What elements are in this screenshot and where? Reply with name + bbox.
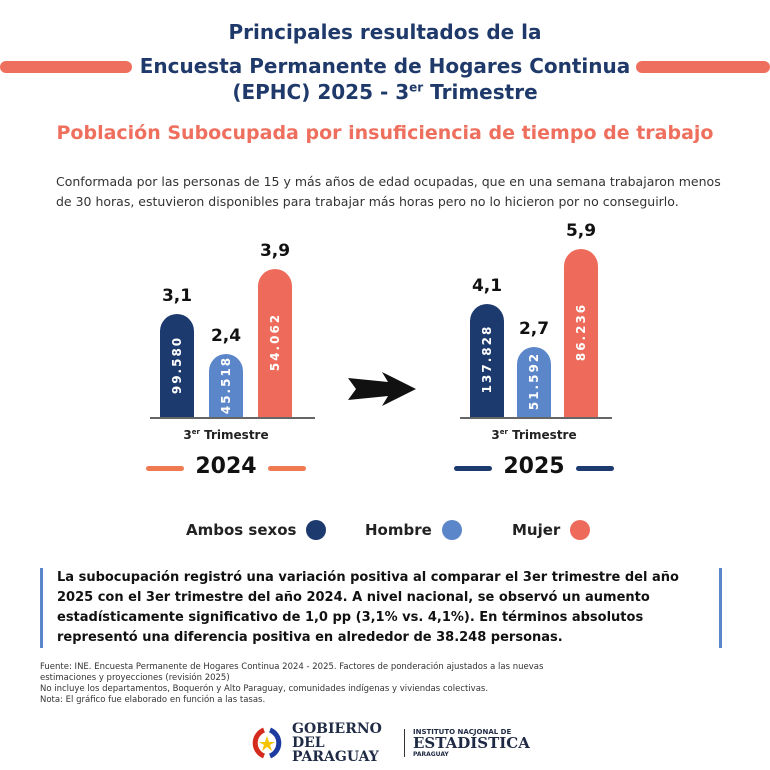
legend-mujer: Mujer: [512, 520, 591, 540]
bar-rate-label: 3,9: [259, 240, 291, 261]
bar-mujer: [258, 268, 292, 417]
bar-ambos-sexos: [470, 303, 504, 417]
chart-baseline: [460, 417, 612, 419]
bar-people-label: 51.592: [527, 351, 541, 410]
bar-mujer: [564, 248, 598, 417]
bar-hombre: [209, 354, 243, 417]
bar-people-label: 86.236: [574, 302, 588, 361]
bar-people-label: 99.580: [170, 335, 184, 394]
bar-rate-label: 5,9: [565, 220, 597, 241]
bar-people-label: 137.828: [480, 325, 494, 394]
bar-rate-label: 4,1: [471, 275, 503, 296]
legend-dot-mujer: [570, 520, 591, 540]
legend-dot-ambos: [306, 520, 327, 540]
legend-ambos: Ambos sexos: [186, 520, 327, 540]
category-label: 3er Trimestre: [491, 428, 577, 442]
year-label: 2025: [503, 454, 565, 479]
year-dash: [268, 466, 306, 471]
bar-ambos-sexos: [160, 314, 194, 417]
summary-note: La subocupación registró una variación p…: [40, 568, 722, 648]
bar-hombre: [517, 346, 551, 417]
description: Conformada por las personas de 15 y más …: [56, 174, 721, 209]
bar-people-label: 45.518: [219, 355, 233, 414]
year-dash: [454, 466, 492, 471]
title-line3: (EPHC) 2025 - 3er Trimestre: [232, 80, 538, 104]
title-stripe-right: [636, 61, 770, 73]
title-stripe-left: [0, 61, 132, 73]
arrow-right-icon: [348, 372, 416, 406]
bar-rate-label: 2,7: [518, 318, 550, 339]
title-line2: Encuesta Permanente de Hogares Continua: [139, 54, 631, 78]
subtitle: Población Subocupada por insuficiencia d…: [56, 122, 714, 144]
year-dash: [146, 466, 184, 471]
year-dash: [576, 466, 614, 471]
ine-logo: INSTITUTO NACIONAL DE ESTADÍSTICA PARAGU…: [413, 728, 530, 758]
year-label: 2024: [195, 454, 257, 479]
bar-rate-label: 3,1: [161, 286, 193, 307]
logos: GOBIERNO DEL PARAGUAY INSTITUTO NACIONAL…: [250, 722, 530, 764]
title-line1: Principales resultados de la: [228, 20, 542, 44]
chart-baseline: [150, 417, 315, 419]
bar-people-label: 54.062: [268, 312, 282, 372]
legend-hombre: Hombre: [365, 520, 462, 540]
footer-notes: Fuente: INE. Encuesta Permanente de Hoga…: [40, 662, 544, 705]
bar-rate-label: 2,4: [210, 326, 242, 347]
gov-logo-text: GOBIERNO DEL PARAGUAY: [292, 721, 382, 765]
category-label: 3er Trimestre: [183, 428, 269, 442]
legend-dot-hombre: [441, 520, 462, 540]
paraguay-seal-icon: [252, 727, 282, 759]
